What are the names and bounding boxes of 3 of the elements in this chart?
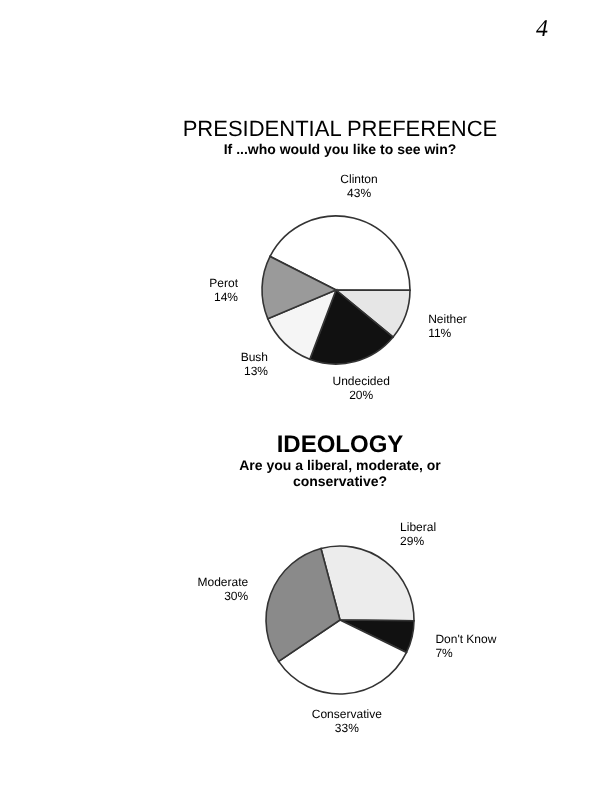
text: 4 [536, 14, 548, 42]
chart-title: PRESIDENTIAL PREFERENCE [182, 118, 498, 142]
chart-title: IDEOLOGY [276, 430, 404, 458]
